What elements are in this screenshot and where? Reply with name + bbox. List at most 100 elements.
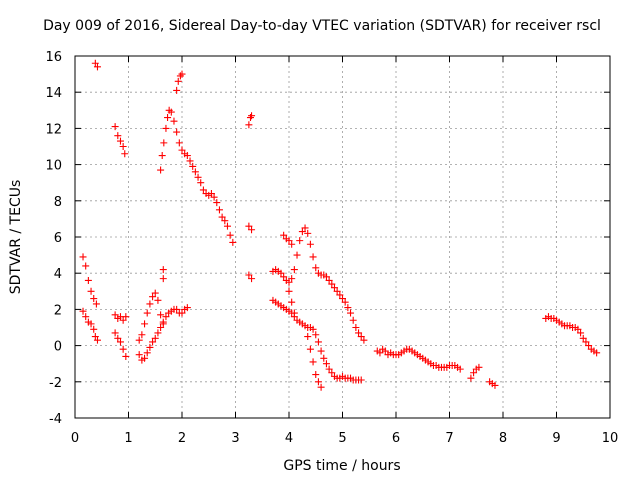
data-point xyxy=(87,320,95,328)
x-tick-label: 2 xyxy=(178,431,186,446)
data-point xyxy=(143,349,151,357)
y-tick-label: 10 xyxy=(45,159,62,174)
data-point xyxy=(210,193,218,201)
data-point xyxy=(160,139,168,147)
data-point xyxy=(304,333,312,341)
data-point xyxy=(314,378,322,386)
data-point xyxy=(223,222,231,230)
data-point xyxy=(215,206,223,214)
series-arc-s xyxy=(373,345,464,373)
data-point xyxy=(309,358,317,366)
series-arc-t xyxy=(467,363,483,382)
data-point xyxy=(174,77,182,85)
data-point xyxy=(151,289,159,297)
data-point xyxy=(285,278,293,286)
data-point xyxy=(116,137,124,145)
data-point xyxy=(357,333,365,341)
series-arc-i xyxy=(159,266,167,283)
series-arc-b xyxy=(79,253,100,308)
data-point xyxy=(158,152,166,160)
data-point xyxy=(141,320,149,328)
data-point xyxy=(290,309,298,317)
data-point xyxy=(328,280,336,288)
x-tick-label: 1 xyxy=(124,431,132,446)
data-point xyxy=(175,139,183,147)
data-point xyxy=(245,271,253,279)
data-point xyxy=(119,345,127,353)
data-point xyxy=(288,240,296,248)
data-point xyxy=(154,329,162,337)
data-point xyxy=(167,108,175,116)
y-axis-label: SDTVAR / TECUs xyxy=(8,180,24,295)
data-point xyxy=(114,334,122,342)
data-point xyxy=(376,349,384,357)
data-point xyxy=(189,162,197,170)
data-point xyxy=(322,360,330,368)
data-point xyxy=(186,157,194,165)
data-point xyxy=(84,276,92,284)
data-point xyxy=(149,338,157,346)
data-point xyxy=(245,121,253,129)
data-point xyxy=(322,273,330,281)
x-tick-label: 0 xyxy=(71,431,79,446)
data-point xyxy=(248,112,256,120)
series-arc-j xyxy=(157,106,237,246)
series-arc-q xyxy=(304,333,325,391)
data-point xyxy=(309,325,317,333)
data-point xyxy=(226,231,234,239)
data-point xyxy=(111,123,119,131)
series-arc-r xyxy=(285,287,298,317)
series-arc-o xyxy=(280,231,296,248)
data-point xyxy=(91,59,99,67)
data-point xyxy=(280,273,288,281)
data-point xyxy=(312,371,320,379)
data-point xyxy=(159,275,167,283)
data-point xyxy=(467,374,475,382)
y-tick-label: 8 xyxy=(54,195,62,210)
x-tick-label: 9 xyxy=(552,431,560,446)
data-point xyxy=(151,334,159,342)
data-point xyxy=(285,287,293,295)
data-point xyxy=(135,351,143,359)
data-point xyxy=(579,334,587,342)
data-point xyxy=(341,298,349,306)
data-point xyxy=(93,336,101,344)
data-point xyxy=(245,222,253,230)
data-point xyxy=(248,275,256,283)
data-point xyxy=(173,305,181,313)
data-point xyxy=(280,231,288,239)
data-point xyxy=(336,291,344,299)
data-point xyxy=(213,199,221,207)
data-point xyxy=(170,117,178,125)
data-point xyxy=(381,347,389,355)
series-arc-k xyxy=(173,70,186,94)
data-point xyxy=(306,240,314,248)
data-point xyxy=(93,63,101,71)
data-point xyxy=(122,352,130,360)
data-point xyxy=(285,237,293,245)
y-tick-label: -4 xyxy=(49,412,62,427)
data-point xyxy=(288,275,296,283)
data-point xyxy=(173,86,181,94)
series-arc-m xyxy=(245,222,256,283)
data-point xyxy=(162,313,170,321)
series-arc-h xyxy=(135,289,167,344)
data-point xyxy=(317,347,325,355)
series-arc-d xyxy=(111,123,129,158)
data-point xyxy=(92,300,100,308)
series-arc-c xyxy=(79,307,101,344)
data-point xyxy=(149,293,157,301)
grid xyxy=(75,56,610,418)
data-point xyxy=(304,229,312,237)
data-point xyxy=(199,186,207,194)
y-tick-label: -2 xyxy=(49,376,62,391)
data-point xyxy=(301,224,309,232)
data-point xyxy=(178,309,186,317)
data-point xyxy=(111,329,119,337)
data-point xyxy=(111,311,119,319)
data-point xyxy=(138,331,146,339)
series-arc-v xyxy=(542,313,601,357)
y-tick-label: 4 xyxy=(54,267,62,282)
y-tick-label: 16 xyxy=(45,50,62,65)
data-point xyxy=(164,114,172,122)
